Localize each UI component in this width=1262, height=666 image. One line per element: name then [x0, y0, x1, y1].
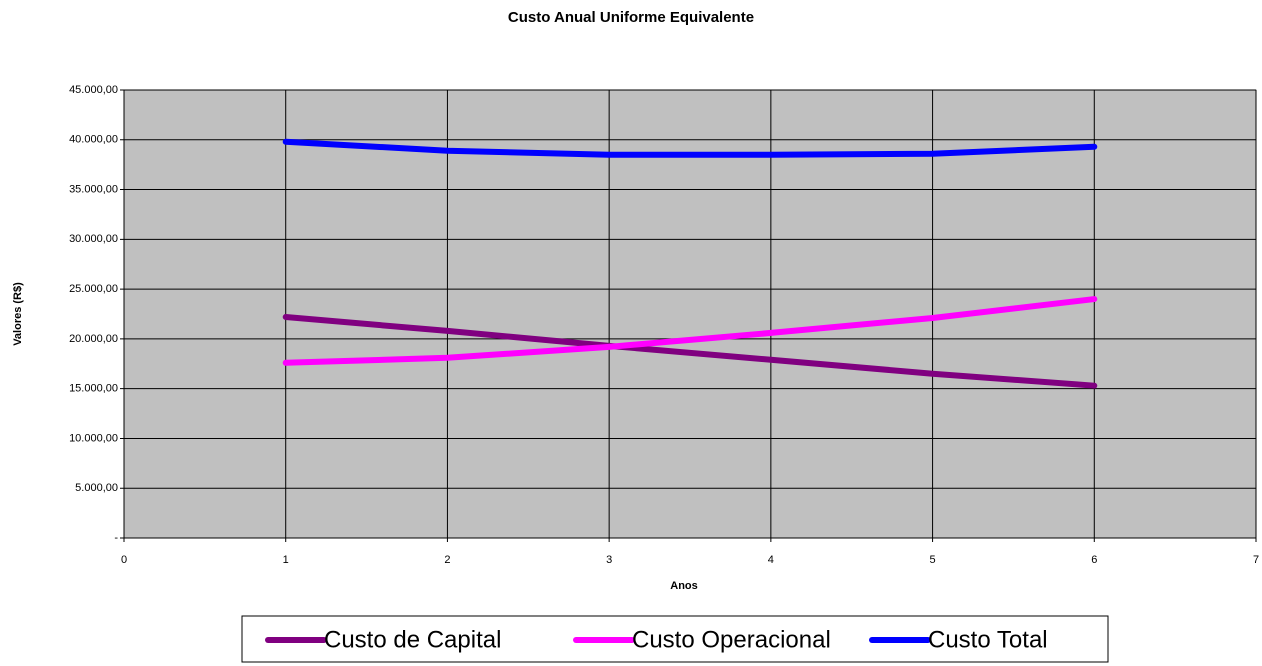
y-tick-label: 30.000,00 — [69, 233, 118, 245]
x-tick-label: 6 — [1091, 554, 1097, 566]
series-line — [282, 313, 1098, 389]
legend — [241, 615, 1109, 663]
legend-label: Custo Total — [928, 626, 1048, 653]
y-tick-label: 35.000,00 — [69, 183, 118, 195]
legend-label: Custo Operacional — [632, 626, 831, 653]
chart-title: Custo Anual Uniforme Equivalente — [508, 9, 754, 26]
x-tick-label: 0 — [121, 554, 127, 566]
y-axis-label: Valores (R$) — [12, 282, 24, 346]
plot-area — [123, 89, 1257, 539]
series-line — [282, 296, 1098, 366]
x-tick-label: 4 — [768, 554, 774, 566]
x-tick-label: 3 — [606, 554, 612, 566]
y-tick-label: - — [114, 532, 118, 544]
x-tick-label: 2 — [444, 554, 450, 566]
series-line — [282, 138, 1098, 158]
legend-label: Custo de Capital — [324, 626, 501, 653]
y-tick-label: 5.000,00 — [75, 482, 118, 494]
y-tick-label: 10.000,00 — [69, 432, 118, 444]
x-axis-label: Anos — [670, 580, 698, 592]
y-tick-label: 40.000,00 — [69, 134, 118, 146]
x-tick-label: 7 — [1253, 554, 1259, 566]
y-tick-label: 45.000,00 — [69, 84, 118, 96]
y-tick-label: 15.000,00 — [69, 383, 118, 395]
x-tick-label: 5 — [930, 554, 936, 566]
y-tick-label: 25.000,00 — [69, 283, 118, 295]
x-tick-label: 1 — [283, 554, 289, 566]
y-tick-label: 20.000,00 — [69, 333, 118, 345]
